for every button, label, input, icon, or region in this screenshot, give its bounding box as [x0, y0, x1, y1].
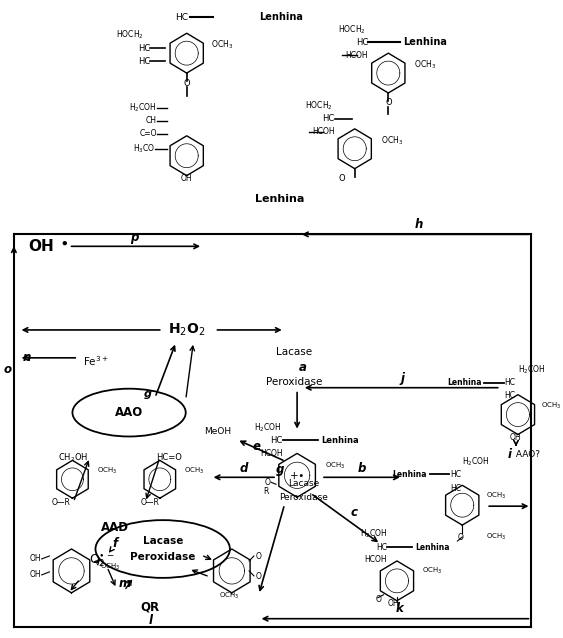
Text: O: O — [385, 98, 392, 107]
Text: OH: OH — [30, 554, 42, 563]
Text: H$_2$COH: H$_2$COH — [254, 421, 282, 434]
Text: h: h — [415, 218, 423, 231]
Text: HOCH$_2$: HOCH$_2$ — [305, 100, 333, 112]
Text: Lenhina: Lenhina — [447, 378, 481, 387]
Text: HC: HC — [504, 378, 516, 387]
Text: OCH$_3$: OCH$_3$ — [211, 39, 233, 52]
Text: O: O — [256, 572, 262, 581]
Text: Fe$^{3+}$: Fe$^{3+}$ — [83, 354, 109, 367]
Text: p: p — [129, 231, 138, 244]
Text: OCH$_3$: OCH$_3$ — [325, 461, 345, 471]
Text: CH: CH — [146, 116, 157, 125]
Text: C=O: C=O — [140, 130, 157, 138]
Text: O: O — [376, 595, 382, 604]
Text: m: m — [118, 577, 131, 590]
Text: HCOH: HCOH — [312, 128, 334, 137]
Text: AAD: AAD — [101, 521, 129, 533]
Text: d: d — [239, 462, 248, 475]
Text: HC: HC — [138, 43, 150, 53]
Text: AAO?: AAO? — [513, 450, 540, 459]
Text: Lenhina: Lenhina — [415, 542, 450, 551]
Text: O: O — [265, 478, 270, 487]
Text: O: O — [457, 533, 463, 542]
Text: AAO: AAO — [115, 406, 143, 419]
Text: Peroxidase: Peroxidase — [130, 552, 195, 562]
Text: OCH$_3$: OCH$_3$ — [100, 562, 120, 572]
Text: Lenhina: Lenhina — [392, 470, 427, 479]
Text: OCH$_3$: OCH$_3$ — [422, 566, 443, 576]
Text: H$_3$CO: H$_3$CO — [133, 142, 155, 155]
Text: Lacase: Lacase — [288, 478, 319, 488]
Text: OH: OH — [30, 570, 42, 579]
Text: OH: OH — [387, 599, 399, 608]
Text: CH$_2$OH: CH$_2$OH — [58, 451, 88, 464]
Text: n: n — [23, 352, 31, 364]
Text: HC=O: HC=O — [157, 453, 182, 462]
Text: Peroxidase: Peroxidase — [279, 493, 328, 501]
Text: OCH$_3$: OCH$_3$ — [218, 591, 239, 601]
Text: Peroxidase: Peroxidase — [266, 376, 323, 387]
Text: Lenhina: Lenhina — [255, 193, 305, 204]
Text: HCOH: HCOH — [365, 556, 387, 565]
Text: R: R — [263, 487, 269, 496]
Text: Lenhina: Lenhina — [259, 12, 302, 22]
Text: QR: QR — [141, 600, 160, 613]
Text: HCOH: HCOH — [260, 449, 283, 458]
Text: H$_2$COH: H$_2$COH — [462, 455, 490, 468]
Text: O$_2^{\bullet -}$: O$_2^{\bullet -}$ — [90, 553, 115, 569]
Text: H$_2$COH: H$_2$COH — [360, 528, 387, 540]
Text: Lenhina: Lenhina — [321, 436, 359, 445]
Text: Lacase: Lacase — [142, 536, 183, 546]
Text: e: e — [253, 440, 261, 453]
Text: O: O — [256, 553, 262, 561]
Text: j: j — [401, 372, 405, 385]
Text: +$\bullet$: +$\bullet$ — [289, 470, 305, 481]
Text: Lacase: Lacase — [276, 347, 312, 357]
Text: H$_2$COH: H$_2$COH — [129, 101, 157, 114]
Text: HC: HC — [176, 13, 189, 22]
Text: HC: HC — [376, 542, 387, 551]
Text: OH: OH — [510, 433, 521, 442]
Text: OCH$_3$: OCH$_3$ — [97, 466, 118, 477]
Text: HC: HC — [322, 114, 334, 123]
Text: Lenhina: Lenhina — [403, 37, 446, 47]
Text: OCH$_3$: OCH$_3$ — [381, 135, 403, 147]
Text: O—R: O—R — [141, 498, 160, 507]
Text: HOCH$_2$: HOCH$_2$ — [116, 29, 144, 41]
Text: HCOH: HCOH — [346, 50, 368, 60]
Text: a: a — [299, 361, 307, 375]
Text: k: k — [396, 602, 404, 615]
Text: HC: HC — [270, 436, 283, 445]
Text: OCH$_3$: OCH$_3$ — [541, 401, 561, 411]
Text: i: i — [507, 448, 511, 461]
Text: HC: HC — [504, 391, 516, 400]
Text: c: c — [350, 506, 358, 519]
Text: f: f — [112, 537, 117, 549]
Text: HC: HC — [450, 470, 461, 479]
Text: OCH$_3$: OCH$_3$ — [184, 466, 204, 477]
Text: H$_2$COH: H$_2$COH — [518, 364, 546, 376]
Text: g: g — [144, 389, 152, 399]
Text: HC: HC — [450, 484, 461, 493]
Text: O: O — [184, 78, 190, 87]
Text: OCH$_3$: OCH$_3$ — [486, 532, 507, 542]
Text: OH: OH — [28, 239, 54, 254]
Text: H$_2$O$_2$: H$_2$O$_2$ — [168, 322, 205, 338]
Text: g: g — [276, 463, 284, 476]
Text: $\bullet$: $\bullet$ — [59, 235, 68, 250]
Text: HOCH$_2$: HOCH$_2$ — [338, 23, 367, 36]
Text: b: b — [358, 462, 365, 475]
Text: O—R: O—R — [51, 498, 70, 507]
Text: HC: HC — [356, 38, 368, 47]
Text: OH: OH — [181, 174, 193, 183]
Text: OCH$_3$: OCH$_3$ — [486, 491, 507, 501]
Text: OCH$_3$: OCH$_3$ — [414, 59, 436, 71]
Text: O: O — [339, 174, 346, 183]
Text: o: o — [3, 363, 11, 376]
Text: l: l — [148, 614, 152, 627]
Text: MeOH: MeOH — [204, 427, 231, 436]
Text: HC: HC — [138, 57, 150, 66]
